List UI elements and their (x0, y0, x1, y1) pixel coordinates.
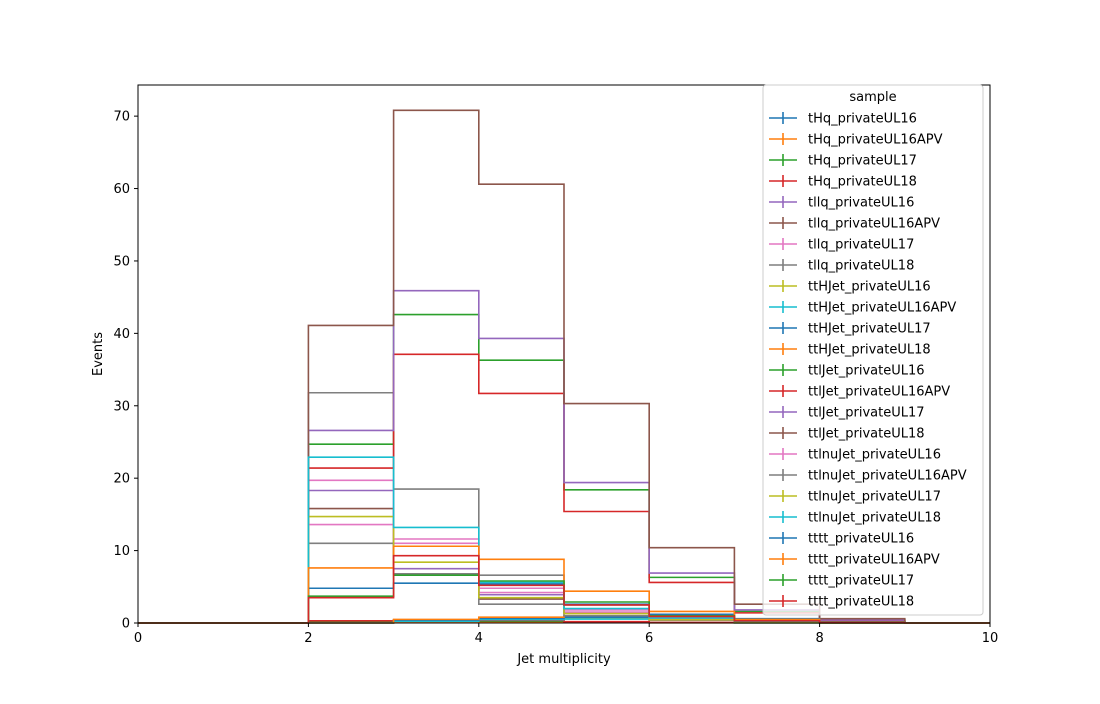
legend-entry-22: tttt_privateUL16APV (769, 553, 940, 568)
legend: sample tHq_privateUL16 tHq_privateUL16APV… (762, 84, 984, 616)
legend-entry-21: tttt_privateUL16 (769, 532, 914, 547)
legend-label: tttt_privateUL17 (808, 574, 914, 589)
legend-entry-9: ttHJet_privateUL16 (769, 280, 931, 295)
legend-entry-19: ttlnuJet_privateUL17 (769, 490, 941, 505)
legend-entry-8: tllq_privateUL18 (769, 259, 914, 274)
legend-label: ttlnuJet_privateUL16 (808, 448, 941, 463)
legend-entry-11: ttHJet_privateUL17 (769, 322, 931, 337)
legend-label: ttlJet_privateUL17 (808, 406, 925, 421)
legend-label: ttHJet_privateUL18 (808, 343, 931, 358)
legend-entry-6: tllq_privateUL16APV (769, 217, 940, 232)
y-tick-label: 30 (113, 399, 130, 414)
legend-label: ttHJet_privateUL17 (808, 322, 931, 337)
legend-entry-15: ttlJet_privateUL17 (769, 406, 925, 421)
y-tick-label: 40 (113, 327, 130, 342)
x-tick-label: 8 (815, 631, 823, 646)
y-tick-label: 60 (113, 182, 130, 197)
legend-label: tHq_privateUL18 (808, 175, 917, 190)
legend-label: ttlJet_privateUL16APV (808, 385, 950, 400)
legend-label: tllq_privateUL16APV (808, 217, 940, 232)
y-tick-label: 20 (113, 472, 130, 487)
legend-box (762, 84, 984, 616)
legend-label: ttlnuJet_privateUL16APV (808, 469, 967, 484)
legend-entry-2: tHq_privateUL16APV (769, 133, 943, 148)
legend-entry-7: tllq_privateUL17 (769, 238, 914, 253)
y-tick-label: 10 (113, 544, 130, 559)
legend-label: tllq_privateUL16 (808, 196, 914, 211)
legend-label: tllq_privateUL18 (808, 259, 914, 274)
legend-title: sample (849, 90, 896, 105)
ticks-layer: 0 2 4 6 8 10 0 10 20 30 40 50 60 70 (113, 110, 998, 646)
legend-label: ttlnuJet_privateUL17 (808, 490, 941, 505)
legend-label: tttt_privateUL18 (808, 595, 914, 610)
legend-entry-23: tttt_privateUL17 (769, 574, 914, 589)
legend-entry-4: tHq_privateUL18 (769, 175, 917, 190)
legend-label: ttHJet_privateUL16APV (808, 301, 956, 316)
x-tick-label: 6 (645, 631, 653, 646)
legend-items: tHq_privateUL16 tHq_privateUL16APV tHq_pri… (769, 112, 967, 610)
y-tick-label: 70 (113, 110, 130, 125)
x-tick-label: 0 (134, 631, 142, 646)
y-tick-label: 0 (122, 617, 130, 632)
legend-label: ttlJet_privateUL18 (808, 427, 925, 442)
legend-entry-14: ttlJet_privateUL16APV (769, 385, 950, 400)
legend-label: tHq_privateUL16 (808, 112, 917, 127)
legend-entry-13: ttlJet_privateUL16 (769, 364, 925, 379)
legend-entry-18: ttlnuJet_privateUL16APV (769, 469, 967, 484)
legend-label: ttlnuJet_privateUL18 (808, 511, 941, 526)
axes-frame (137, 84, 991, 624)
x-tick-label: 10 (982, 631, 999, 646)
x-axis-label: Jet multiplicity (516, 652, 611, 667)
legend-label: tttt_privateUL16 (808, 532, 914, 547)
legend-label: ttlJet_privateUL16 (808, 364, 925, 379)
legend-entry-10: ttHJet_privateUL16APV (769, 301, 956, 316)
legend-label: tttt_privateUL16APV (808, 553, 940, 568)
legend-label: tllq_privateUL17 (808, 238, 914, 253)
legend-entry-17: ttlnuJet_privateUL16 (769, 448, 941, 463)
legend-entry-3: tHq_privateUL17 (769, 154, 917, 169)
y-tick-label: 50 (113, 254, 130, 269)
series-line-24 (138, 554, 990, 624)
legend-entry-1: tHq_privateUL16 (769, 112, 917, 127)
legend-entry-16: ttlJet_privateUL18 (769, 427, 925, 442)
legend-entry-5: tllq_privateUL16 (769, 196, 914, 211)
x-tick-label: 4 (475, 631, 483, 646)
x-tick-label: 2 (304, 631, 312, 646)
legend-label: ttHJet_privateUL16 (808, 280, 931, 295)
legend-label: tHq_privateUL16APV (808, 133, 943, 148)
legend-label: tHq_privateUL17 (808, 154, 917, 169)
legend-entry-12: ttHJet_privateUL18 (769, 343, 931, 358)
legend-entry-20: ttlnuJet_privateUL18 (769, 511, 941, 526)
legend-entry-24: tttt_privateUL18 (769, 595, 914, 610)
y-axis-label: Events (91, 332, 106, 376)
